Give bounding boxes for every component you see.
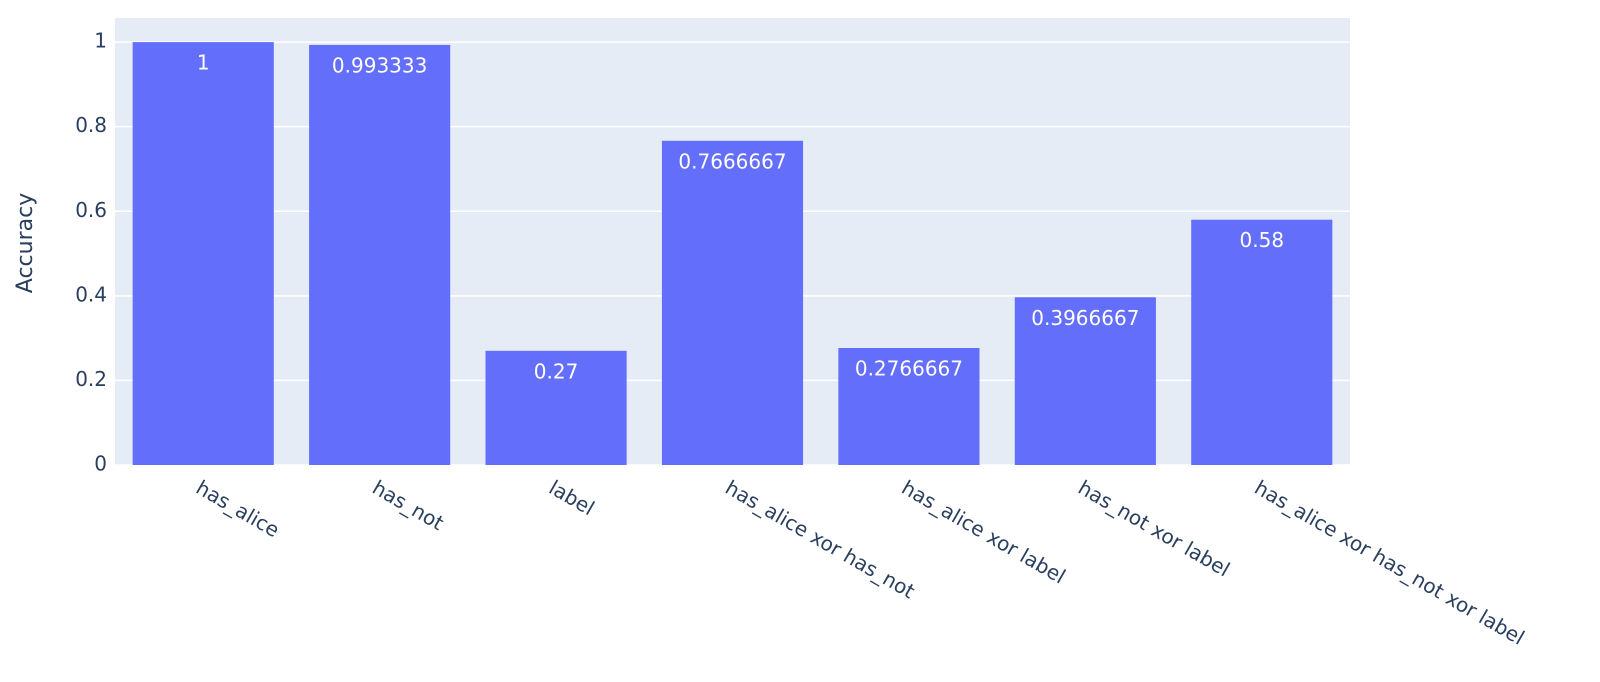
- y-tick-label: 0.6: [75, 198, 107, 222]
- bar: [661, 140, 804, 465]
- bar: [485, 350, 627, 465]
- y-tick-label: 0.2: [75, 367, 107, 391]
- data-label: 0.58: [1240, 228, 1285, 252]
- y-tick-label: 0.4: [75, 282, 107, 306]
- x-tick-label: has_alice xor has_not xor label: [1251, 475, 1529, 649]
- bar: [132, 42, 274, 466]
- x-tick-label: has_not xor label: [1074, 475, 1234, 581]
- x-tick-label: has_alice: [192, 475, 284, 542]
- data-label: 0.3966667: [1031, 306, 1139, 330]
- data-label: 0.27: [534, 359, 579, 383]
- x-tick-label: has_alice xor has_not: [721, 475, 919, 603]
- bar: [309, 44, 451, 466]
- bar: [1014, 297, 1156, 465]
- bar: [838, 347, 980, 465]
- y-tick-label: 0.8: [75, 113, 107, 137]
- x-tick-label: has_not: [368, 475, 448, 535]
- y-tick-label: 1: [94, 29, 107, 53]
- y-tick-label: 0: [94, 452, 107, 476]
- x-tick-label: has_alice xor label: [898, 475, 1070, 588]
- x-tick-label: label: [545, 475, 599, 520]
- data-label: 0.2766667: [855, 356, 963, 380]
- bar: [1191, 219, 1333, 465]
- y-axis-title: Accuracy: [13, 193, 38, 293]
- data-label: 0.993333: [332, 53, 427, 77]
- data-label: 1: [197, 51, 210, 75]
- data-label: 0.7666667: [678, 149, 786, 173]
